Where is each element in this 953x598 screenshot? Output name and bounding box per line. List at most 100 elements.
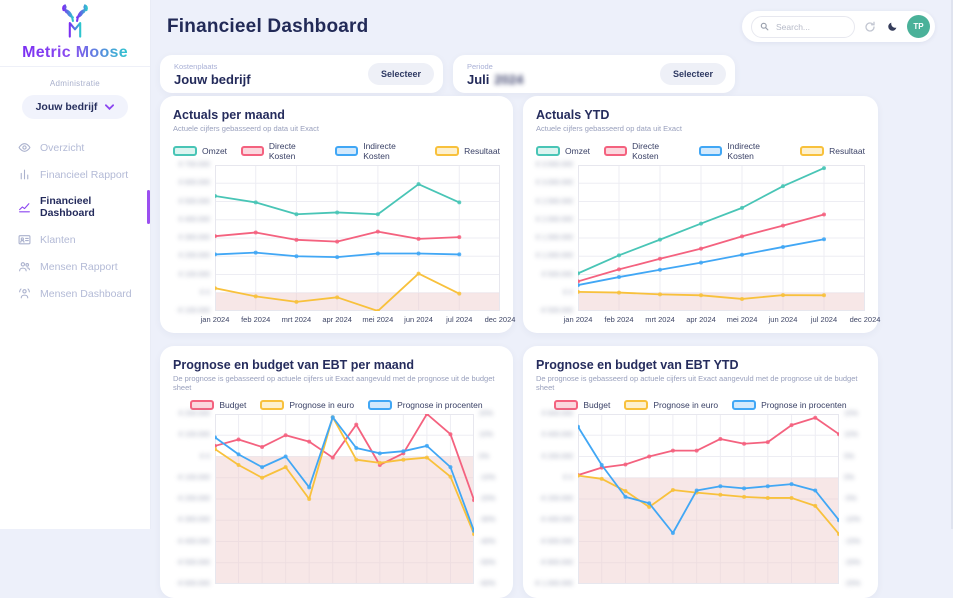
legend-item[interactable]: Directe Kosten — [241, 141, 321, 161]
legend-item[interactable]: Directe Kosten — [604, 141, 685, 161]
chart-svg — [215, 165, 500, 311]
legend-swatch — [335, 146, 359, 156]
legend-swatch — [800, 146, 825, 156]
chart-legend: Budget Prognose in euro Prognose in procen… — [536, 400, 865, 410]
admin-section-label: Administratie — [49, 79, 101, 88]
search-icon — [760, 22, 769, 31]
legend-item[interactable]: Indirecte Kosten — [335, 141, 421, 161]
legend-swatch — [732, 400, 757, 410]
search-box[interactable] — [751, 15, 855, 38]
filter-label: Periode — [467, 61, 493, 71]
sidebar-item-mensen-dashboard[interactable]: Mensen Dashboard — [0, 281, 150, 306]
refresh-icon[interactable] — [863, 20, 877, 34]
legend-swatch — [241, 146, 264, 156]
filter-value: Jouw bedrijf — [174, 71, 251, 87]
y-axis-labels-left: € 700.000 € 600.000 € 500.000 € 400.000 € 30… — [176, 161, 210, 315]
legend-label: Indirecte Kosten — [727, 141, 761, 161]
legend-swatch — [260, 400, 285, 410]
legend-swatch — [536, 146, 560, 156]
legend-label: Budget — [583, 400, 611, 410]
sidebar-item-mensen-rapport[interactable]: Mensen Rapport — [0, 254, 150, 279]
chart-svg — [215, 414, 474, 584]
sidebar-item-financieel-dashboard[interactable]: Financieel Dashboard — [0, 189, 150, 225]
search-input[interactable] — [774, 20, 840, 33]
legend-label: Indirecte Kosten — [363, 141, 396, 161]
chart-title: Actuals YTD — [536, 108, 610, 122]
chart-svg — [578, 165, 865, 311]
legend-swatch — [435, 146, 460, 156]
company-selector[interactable]: Jouw bedrijf — [21, 95, 129, 119]
chart-card-prognose-ebt-per-maand: Prognose en budget van EBT per maand De p… — [160, 346, 513, 598]
legend-item[interactable]: Prognose in euro — [260, 400, 354, 410]
sidebar-item-label: Financieel Rapport — [40, 168, 129, 181]
chart-subtitle: Actuele cijfers gebasseerd op data uit E… — [536, 124, 682, 133]
chart-plot-area — [215, 414, 474, 584]
avatar[interactable]: TP — [907, 15, 930, 38]
chart-plot-area — [578, 165, 865, 311]
chart-title: Actuals per maand — [173, 108, 285, 122]
filter-value: Juli 2024 — [467, 71, 524, 87]
sidebar-item-label: Financieel Dashboard — [40, 195, 95, 219]
legend-item[interactable]: Budget — [190, 400, 246, 410]
filter-periode: Periode Juli 2024 Selecteer — [453, 55, 735, 93]
legend-swatch — [190, 400, 215, 410]
legend-swatch — [554, 400, 579, 410]
legend-item[interactable]: Omzet — [173, 146, 227, 156]
logo-text: Metric Moose — [22, 44, 128, 61]
moose-logo-icon — [49, 4, 101, 43]
chart-plot-area — [578, 414, 839, 584]
legend-label: Directe Kosten — [268, 141, 296, 161]
main-content: Financieel Dashboard TP Kostenplaats Jou… — [150, 0, 953, 598]
sidebar-item-label: Mensen Dashboard — [40, 287, 132, 300]
line-chart-icon — [18, 201, 31, 214]
legend-item[interactable]: Resultaat — [800, 146, 865, 156]
legend-item[interactable]: Resultaat — [435, 146, 500, 156]
filter-kostenplaats: Kostenplaats Jouw bedrijf Selecteer — [160, 55, 443, 93]
chart-legend: Budget Prognose in euro Prognose in procen… — [173, 400, 500, 410]
legend-swatch — [624, 400, 649, 410]
legend-swatch — [173, 146, 197, 156]
user-toolbar: TP — [742, 11, 935, 42]
chart-subtitle: Actuele cijfers gebasseerd op data uit E… — [173, 124, 319, 133]
chart-title: Prognose en budget van EBT per maand — [173, 358, 415, 372]
legend-item[interactable]: Indirecte Kosten — [699, 141, 786, 161]
legend-label: Prognose in procenten — [397, 400, 483, 410]
filter-label: Kostenplaats — [174, 61, 218, 71]
sidebar-item-label: Mensen Rapport — [40, 260, 118, 273]
y-axis-labels-right: 20% 10% 0% -10% -20% -30% -40% -50% -60% — [479, 410, 496, 588]
kostenplaats-selecteer-button[interactable]: Selecteer — [367, 63, 434, 85]
legend-item[interactable]: Prognose in procenten — [368, 400, 483, 410]
chart-subtitle: De prognose is gebasseerd op actuele cij… — [536, 374, 858, 392]
legend-label: Directe Kosten — [632, 141, 660, 161]
legend-item[interactable]: Prognose in procenten — [732, 400, 847, 410]
legend-item[interactable]: Prognose in euro — [624, 400, 718, 410]
y-axis-labels-left: € 3.500.000 € 3.000.000 € 2.500.000 € 2.000… — [536, 161, 573, 315]
y-axis-labels-left: € 200.000 € 100.000 € 0 -€ 100.000 -€ 200.00… — [176, 410, 210, 588]
legend-label: Prognose in euro — [653, 400, 719, 410]
sidebar-item-label: Klanten — [40, 233, 76, 246]
sidebar-item-financieel-rapport[interactable]: Financieel Rapport — [0, 162, 150, 187]
legend-item[interactable]: Budget — [554, 400, 610, 410]
legend-label: Prognose in euro — [289, 400, 355, 410]
chart-legend: Omzet Directe Kosten Indirecte Kosten Resul… — [536, 141, 865, 161]
user-chart-icon — [18, 287, 31, 300]
sidebar-item-klanten[interactable]: Klanten — [0, 227, 150, 252]
legend-label: Resultaat — [829, 146, 865, 156]
chart-plot-area — [215, 165, 500, 311]
logo: Metric Moose — [0, 0, 150, 67]
sidebar-menu: Overzicht Financieel Rapport Financieel Da… — [0, 135, 150, 306]
legend-swatch — [604, 146, 628, 156]
y-axis-labels-left: € 600.000 € 400.000 € 200.000 € 0 -€ 200.000… — [533, 410, 573, 588]
moon-icon[interactable] — [885, 20, 899, 34]
legend-label: Omzet — [565, 146, 591, 156]
users-icon — [18, 260, 31, 273]
sidebar-item-overzicht[interactable]: Overzicht — [0, 135, 150, 160]
id-card-icon — [18, 233, 31, 246]
legend-label: Omzet — [202, 146, 228, 156]
y-axis-labels-right: 15% 10% 5% 0% -5% -10% -15% -20% -25% — [844, 410, 861, 588]
sidebar: Metric Moose Administratie Jouw bedrijf … — [0, 0, 151, 529]
redacted-year: 2024 — [494, 71, 524, 87]
legend-item[interactable]: Omzet — [536, 146, 590, 156]
periode-selecteer-button[interactable]: Selecteer — [659, 63, 726, 85]
chart-svg — [578, 414, 839, 584]
